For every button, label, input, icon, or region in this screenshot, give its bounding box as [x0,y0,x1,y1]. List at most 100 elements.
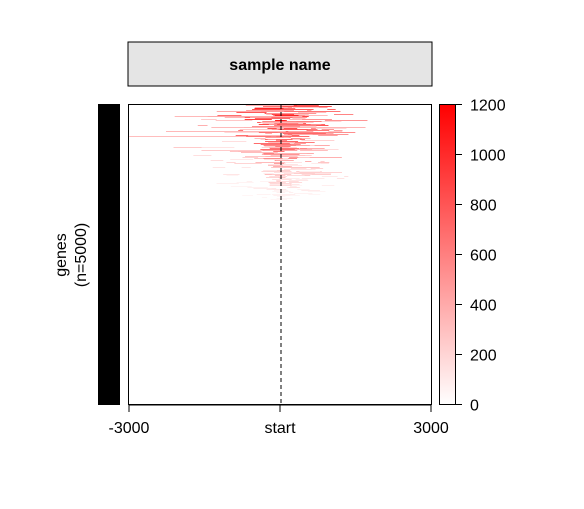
heatmap-cell [282,166,291,167]
heatmap-cell [201,147,235,148]
heatmap-cell [309,145,315,146]
heatmap-cell [271,117,293,118]
heatmap-cell [298,112,327,113]
heatmap-cell [290,138,302,139]
heatmap-cell [234,163,262,164]
heatmap-rows [129,105,368,200]
heatmap-cell [275,160,294,161]
heatmap-cell [276,128,284,129]
heatmap-cell [264,146,276,147]
heatmap-cell [274,115,299,116]
heatmap-cell [301,149,339,150]
heatmap-cell [283,173,294,174]
heatmap-cell [293,138,311,139]
heatmap-cell [238,130,244,131]
heatmap-cell [268,124,278,125]
heatmap-cell [299,129,318,130]
heatmap-cell [265,141,299,142]
heatmap-cell [300,150,328,151]
heatmap-cell [240,152,272,153]
heatmap-cell [269,176,288,177]
color-legend-ticks: 0 200 400 600 800 1000 1200 [455,98,506,415]
heatmap-cell [327,109,336,110]
heatmap-cell [276,170,291,171]
heatmap-cell [275,120,285,121]
legend-tick-label: 1000 [470,148,506,165]
heatmap-cell [226,175,239,176]
heatmap-cell [292,118,306,119]
heatmap-cell [273,199,287,200]
heatmap-cell [269,147,289,148]
heatmap-cell [292,107,319,108]
heatmap-cell [301,178,325,179]
heatmap-cell [246,110,294,111]
heatmap-cell [165,131,286,132]
heatmap-cell [275,136,310,137]
heatmap-cell [266,177,279,178]
heatmap-cell [276,198,293,199]
heatmap-cell [308,173,332,174]
heatmap-cell [321,185,335,186]
heatmap-cell [292,134,313,135]
heatmap-cell [279,105,319,106]
heatmap-cell [312,130,330,131]
heatmap-cell [315,121,342,122]
heatmap-cell [239,129,283,130]
heatmap-cell [269,185,291,186]
heatmap-cell [294,149,313,150]
heatmap-cell [272,179,292,180]
heatmap-cell [273,146,291,147]
heatmap-cell [308,194,321,195]
heatmap-cell [252,109,271,110]
heatmap-cell [273,166,284,167]
heatmap-cell [295,142,315,143]
heatmap-cell [258,132,278,133]
heatmap-cell [245,156,274,157]
heatmap-cell [334,114,354,115]
heatmap-cell [317,132,356,133]
heatmap-cell [336,178,345,179]
heatmap-cell [268,182,276,183]
heatmap-cell [288,173,315,174]
heatmap-cell [288,180,309,181]
y-axis-label: genes (n=5000) [53,223,90,288]
heatmap-cell [245,105,294,106]
heatmap-cell [266,171,292,172]
heatmap-cell [282,194,296,195]
heatmap-cell [273,163,285,164]
heatmap-cell [248,135,292,136]
heatmap-cell [256,194,271,195]
heatmap-cell [263,145,297,146]
heatmap-cell [273,195,291,196]
heatmap-cell [265,137,291,138]
color-legend-bar [439,104,456,405]
heatmap-cell [215,120,253,121]
heatmap-body [129,105,431,404]
heatmap-cell [298,172,321,173]
heatmap-cell [242,195,253,196]
heatmap-cell [235,136,272,137]
heatmap-cell [193,155,212,156]
heatmap-cell [295,179,308,180]
legend-tick-label: 200 [470,348,497,365]
heatmap-cell [282,158,289,159]
heatmap-cell [272,132,319,133]
heatmap-cell [174,116,218,117]
legend-tick-label: 0 [470,398,479,415]
heatmap-cell [300,155,312,156]
heatmap-cell [270,155,306,156]
heatmap-cell [216,183,239,184]
heatmap-cell [318,135,338,136]
heatmap-cell [287,107,293,108]
heatmap-cell [304,115,328,116]
heatmap-cell [271,194,289,195]
heatmap-cell [221,141,247,142]
heatmap-cell [289,111,341,112]
heatmap-cell [129,136,247,137]
heatmap-cell [254,118,291,119]
heatmap-cell [301,190,320,191]
heatmap-cell [311,128,316,129]
heatmap-cell [210,160,224,161]
heatmap-cell [333,130,343,131]
heatmap-cell [320,161,325,162]
